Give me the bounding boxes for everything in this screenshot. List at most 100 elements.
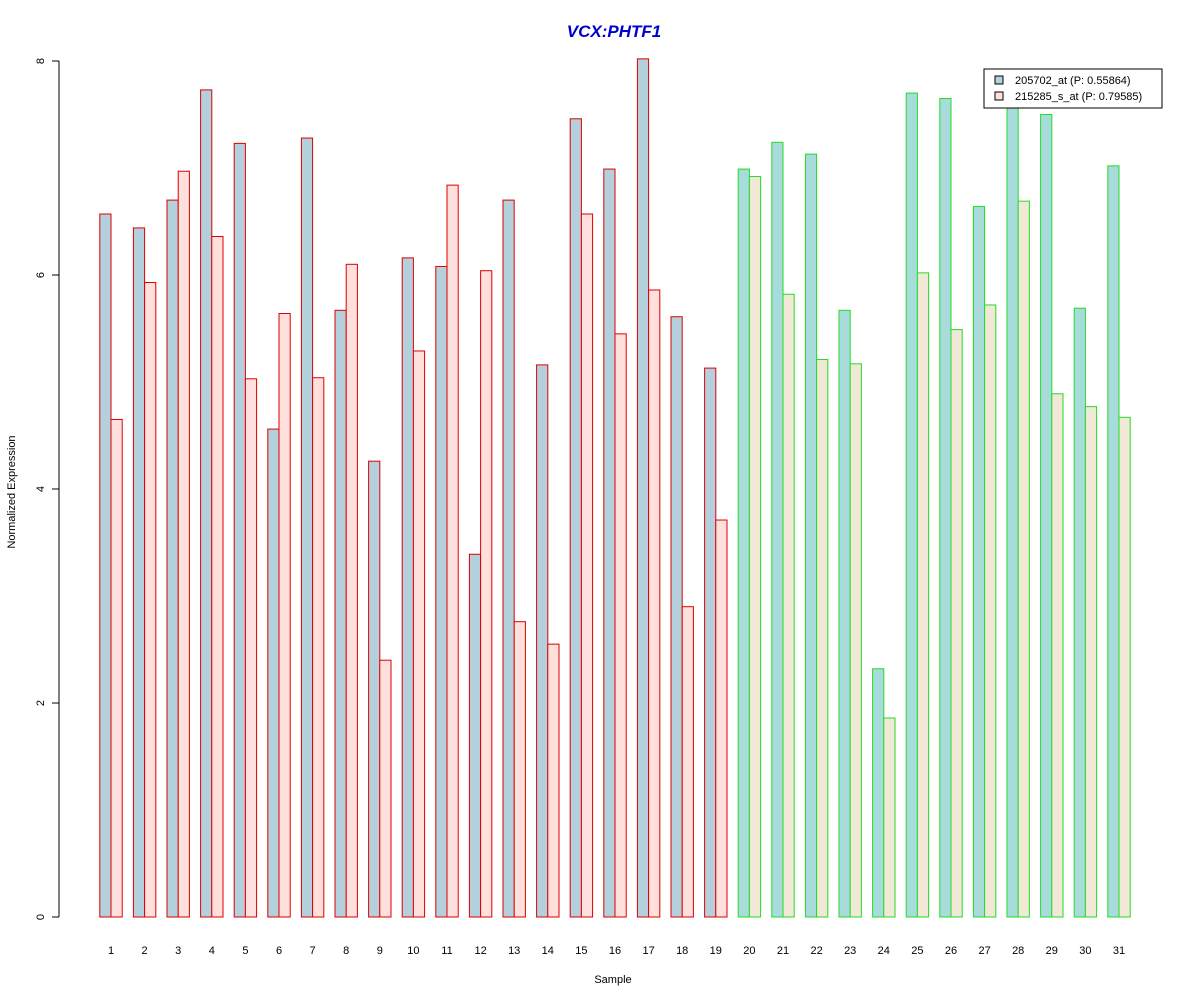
bar-205702-at (334, 309, 347, 918)
bar-215285-s-at (1118, 416, 1131, 918)
bar-205702-at (737, 168, 750, 918)
bar-215285-s-at (412, 350, 426, 918)
bar-205702-at (670, 316, 683, 918)
bar-215285-s-at (715, 519, 728, 918)
bar-205702-at (972, 206, 986, 918)
bar-215285-s-at (446, 184, 459, 918)
legend: 205702_at (P: 0.55864) 215285_s_at (P: 0.… (983, 68, 1163, 109)
bar-205702-at (502, 199, 515, 918)
bar-205702-at (99, 213, 112, 918)
x-tick-label: 28 (1012, 945, 1024, 957)
x-tick-label: 3 (175, 945, 181, 957)
bar-215285-s-at (782, 293, 795, 918)
x-tick-label: 31 (1113, 945, 1125, 957)
bar-215285-s-at (648, 289, 661, 918)
x-tick-label: 13 (508, 945, 520, 957)
bar-205702-at (435, 265, 448, 918)
x-tick-label: 10 (407, 945, 419, 957)
bar-215285-s-at (144, 281, 157, 918)
bar-215285-s-at (177, 170, 190, 918)
bar-215285-s-at (816, 359, 829, 918)
bar-205702-at (132, 227, 146, 918)
x-tick-label: 19 (710, 945, 722, 957)
chart-title: VCX:PHTF1 (567, 22, 661, 41)
bar-205702-at (368, 460, 381, 918)
bar-205702-at (300, 137, 314, 918)
legend-label: 205702_at (P: 0.55864) (1015, 75, 1131, 87)
bar-205702-at (1006, 105, 1019, 918)
x-tick-label: 4 (209, 945, 215, 957)
bar-205702-at (401, 257, 414, 918)
bar-215285-s-at (580, 213, 594, 918)
y-tick-label: 0 (35, 914, 47, 920)
legend-swatch (994, 91, 1004, 101)
legend-box (983, 68, 1163, 109)
x-tick-label: 14 (542, 945, 554, 957)
x-tick-label: 25 (911, 945, 923, 957)
x-tick-label: 30 (1079, 945, 1091, 957)
x-tick-label: 26 (945, 945, 957, 957)
bar-215285-s-at (614, 333, 627, 918)
x-tick-label: 20 (743, 945, 755, 957)
bar-205702-at (939, 97, 952, 918)
y-axis-label: Normalized Expression (6, 435, 18, 548)
bar-205702-at (771, 141, 784, 918)
bar-215285-s-at (345, 263, 358, 918)
y-tick-label: 8 (35, 58, 47, 64)
x-tick-label: 29 (1046, 945, 1058, 957)
x-tick-label: 12 (474, 945, 486, 957)
bar-205702-at (233, 142, 246, 918)
bar-215285-s-at (984, 304, 997, 918)
x-tick-label: 1 (108, 945, 114, 957)
x-tick-label: 22 (810, 945, 822, 957)
bar-205702-at (804, 153, 818, 918)
bar-215285-s-at (883, 717, 896, 918)
bar-215285-s-at (480, 270, 493, 918)
bar-215285-s-at (1051, 393, 1064, 918)
bar-205702-at (838, 309, 851, 918)
x-tick-label: 24 (878, 945, 890, 957)
x-axis: 1 2 3 4 5 6 7 8 9 10 11 12 13 14 15 16 17 18 19 20 21 22 23 24 2… (108, 945, 1125, 957)
bar-215285-s-at (1084, 406, 1098, 918)
bar-205702-at (1040, 114, 1053, 918)
bar-205702-at (905, 92, 918, 918)
y-tick-label: 2 (35, 700, 47, 706)
bar-205702-at (166, 199, 179, 918)
x-tick-label: 18 (676, 945, 688, 957)
bar-205702-at (1107, 165, 1120, 918)
x-tick-label: 17 (642, 945, 654, 957)
bar-215285-s-at (379, 659, 392, 918)
bar-205702-at (872, 668, 885, 918)
x-tick-label: 23 (844, 945, 856, 957)
x-tick-label: 27 (978, 945, 990, 957)
bar-215285-s-at (278, 313, 291, 918)
x-tick-label: 5 (242, 945, 248, 957)
bar-215285-s-at (312, 377, 325, 918)
bar-215285-s-at (748, 176, 762, 918)
bar-205702-at (200, 89, 213, 918)
x-tick-label: 6 (276, 945, 282, 957)
bar-215285-s-at (211, 235, 224, 918)
bar-215285-s-at (849, 363, 862, 918)
y-tick-label: 4 (35, 486, 47, 492)
bars (99, 58, 1131, 918)
bar-205702-at (267, 428, 280, 918)
bar-205702-at (704, 367, 717, 918)
y-axis: 0 2 4 6 8 (35, 58, 60, 920)
bar-215285-s-at (681, 606, 694, 918)
bar-215285-s-at (950, 329, 963, 918)
legend-swatch (994, 75, 1004, 85)
bar-205702-at (603, 168, 616, 918)
bar-205702-at (636, 58, 650, 918)
x-axis-label: Sample (594, 974, 631, 986)
bar-205702-at (536, 364, 549, 918)
x-tick-label: 21 (777, 945, 789, 957)
x-tick-label: 15 (575, 945, 587, 957)
bar-205702-at (1073, 307, 1086, 918)
x-tick-label: 8 (343, 945, 349, 957)
bar-215285-s-at (513, 621, 526, 918)
bar-205702-at (569, 118, 582, 918)
x-tick-label: 11 (441, 945, 452, 957)
bar-205702-at (468, 553, 482, 918)
